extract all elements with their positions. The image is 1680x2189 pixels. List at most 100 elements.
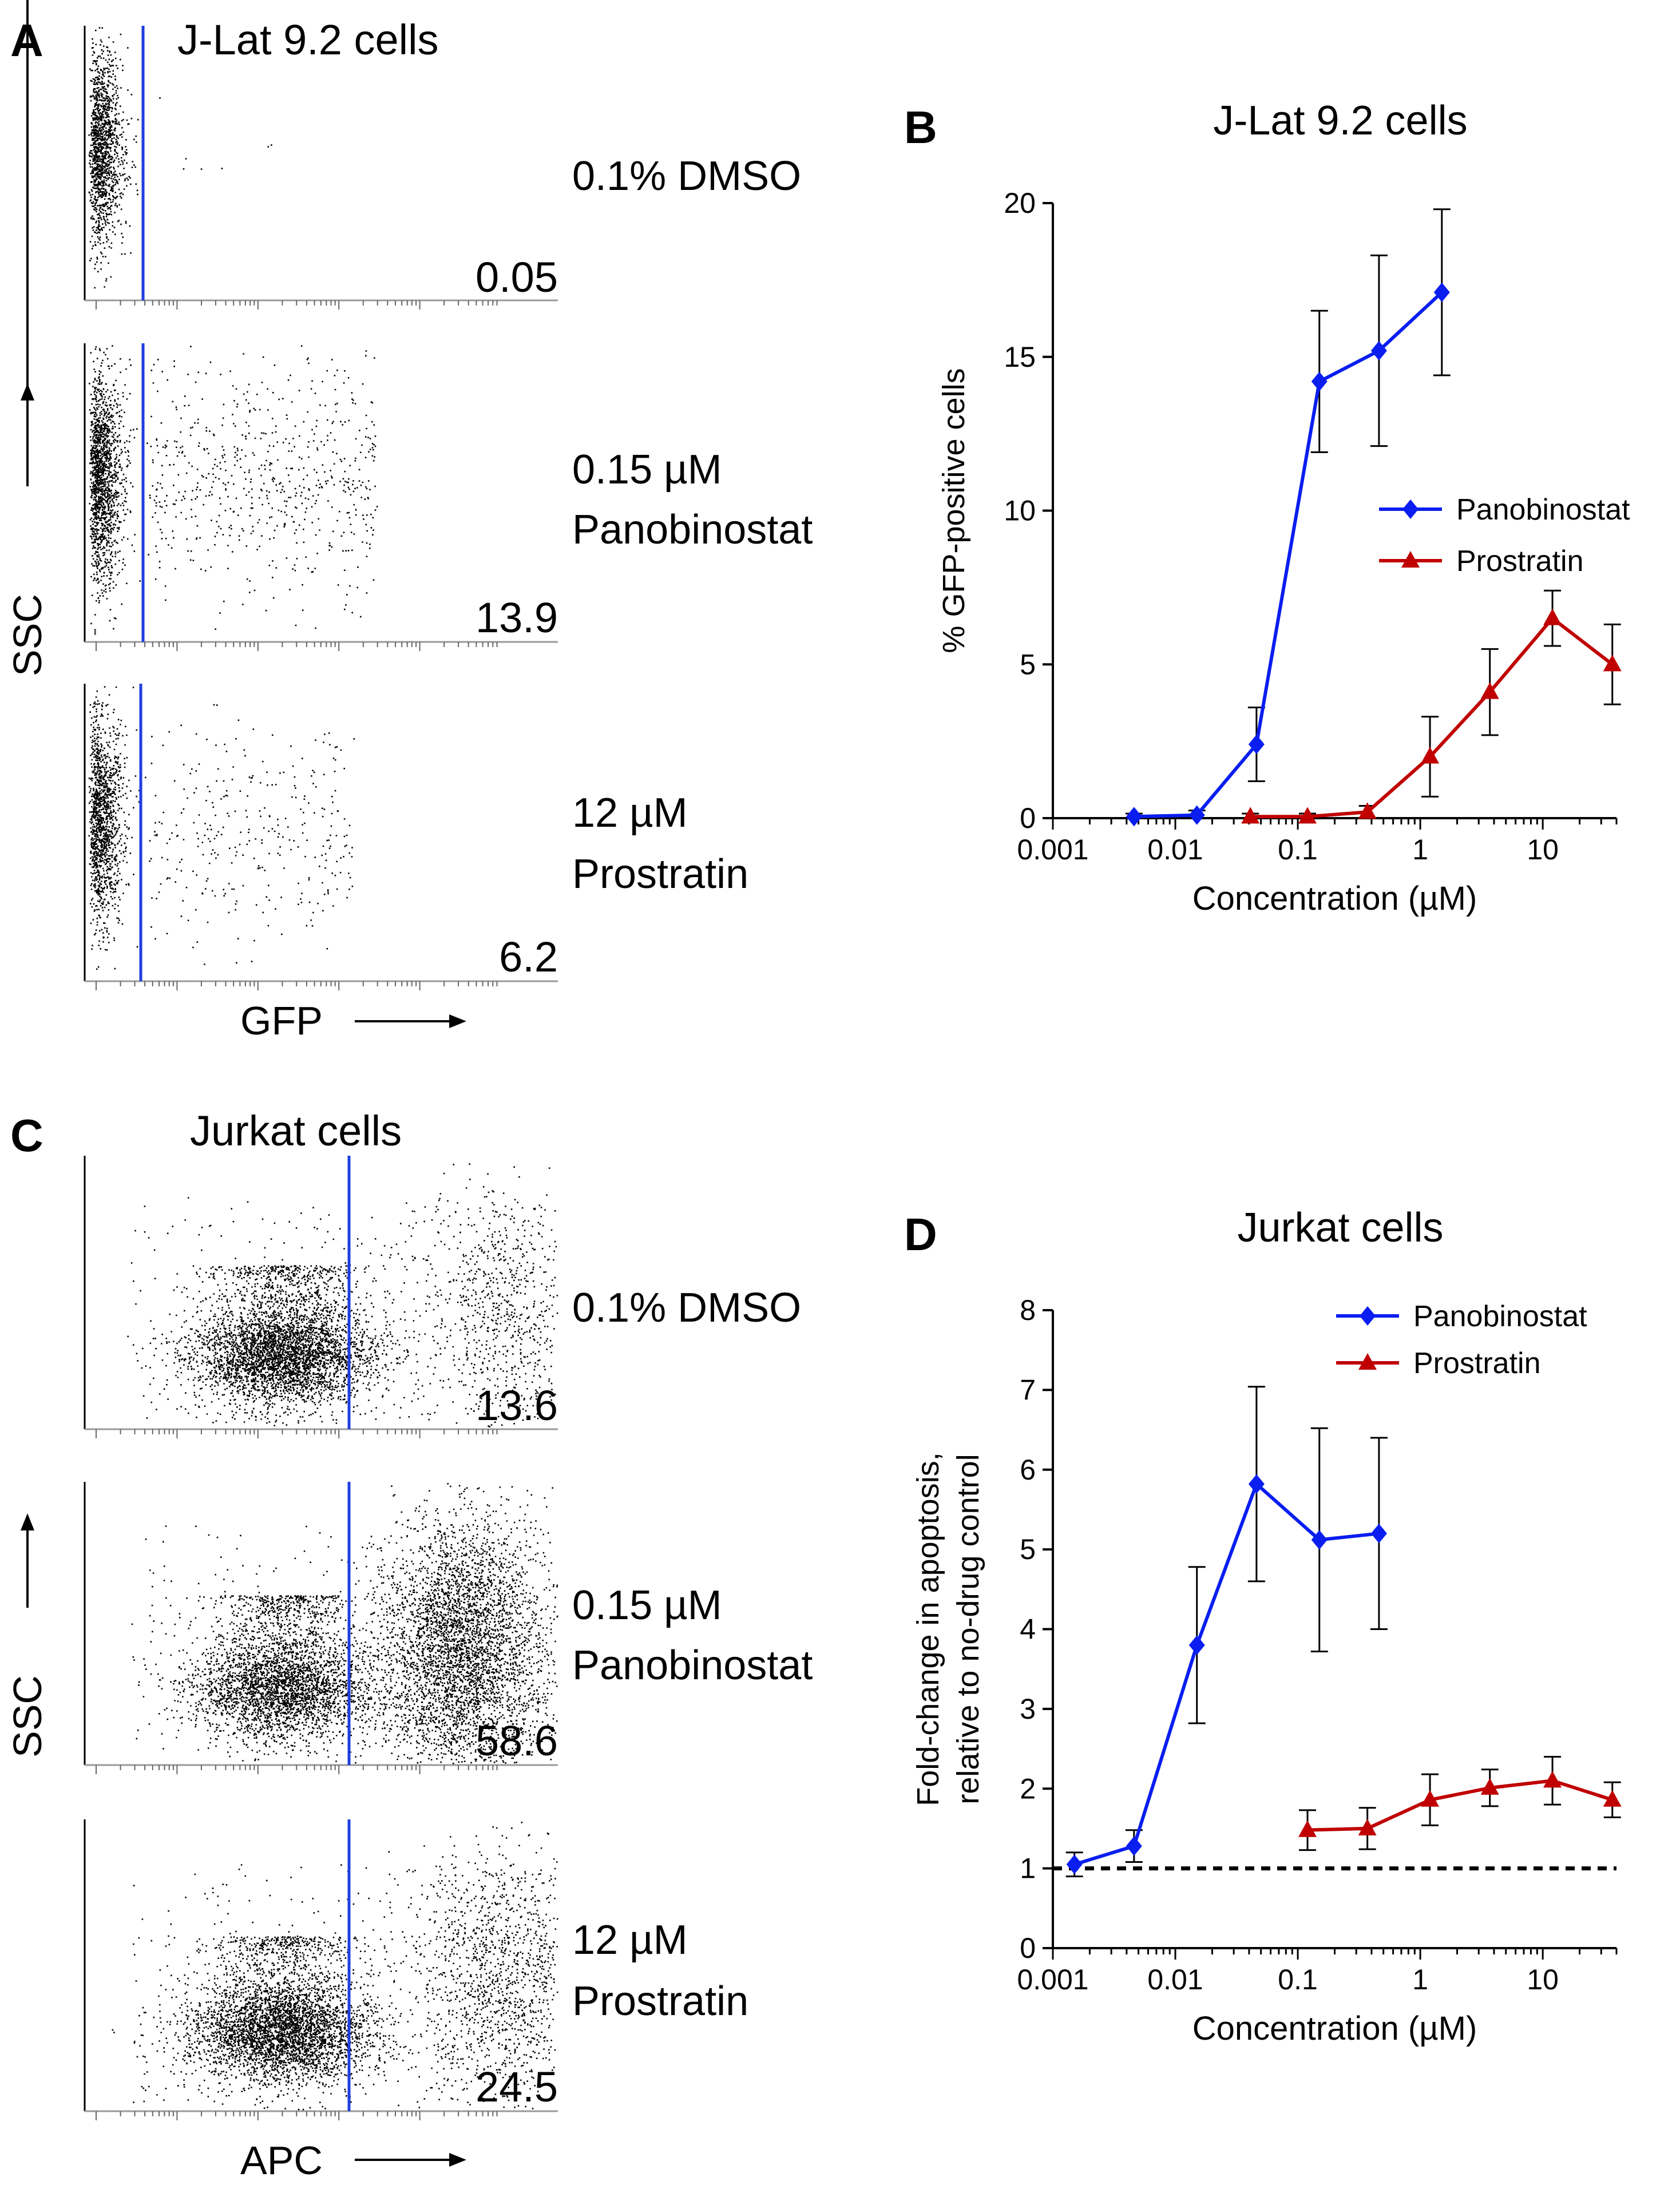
y-tick-label: 1 <box>1020 1853 1036 1885</box>
y-axis-label-a: SSC <box>5 0 50 676</box>
ssc-label-a: SSC <box>5 594 50 676</box>
apc-percent-c1: 13.6 <box>476 1382 558 1429</box>
legend-label: Prostratin <box>1456 545 1584 578</box>
apc-percent-c3: 24.5 <box>476 2063 558 2111</box>
legend-label: Prostratin <box>1413 1347 1541 1380</box>
y-axis-title-line1: Fold-change in apoptosis, <box>911 1452 945 1806</box>
data-point <box>1311 371 1328 391</box>
data-point <box>1298 807 1317 824</box>
y-tick-label: 8 <box>1020 1294 1036 1326</box>
panel-letter: B <box>904 102 937 153</box>
x-tick-label: 0.1 <box>1278 834 1318 866</box>
chart-title: Jurkat cells <box>1237 1205 1443 1251</box>
dot-plot-a2: 13.9 <box>84 343 558 651</box>
y-tick-label: 5 <box>1020 648 1036 680</box>
data-point <box>1066 1854 1083 1874</box>
y-tick-label: 10 <box>1004 495 1036 527</box>
y-tick-label: 0 <box>1020 1932 1036 1964</box>
panel-c-title: Jurkat cells <box>190 1107 402 1155</box>
series-line <box>1307 1779 1613 1832</box>
gfp-arrowhead <box>449 1014 466 1028</box>
series-prostratin <box>1298 1756 1622 1851</box>
data-point <box>1311 1530 1328 1550</box>
minor-tick-marks <box>96 981 498 990</box>
x-tick-label: 0.001 <box>1017 1964 1088 1996</box>
dot-plot-a1-events <box>88 27 272 289</box>
x-ticks-c2 <box>96 1765 498 1774</box>
data-point <box>1543 1771 1562 1788</box>
x-ticks-a2 <box>96 642 498 651</box>
condition-a1-line1: 0.1% DMSO <box>572 153 801 199</box>
x-tick-label: 10 <box>1527 1964 1559 1996</box>
x-axis-label-a: GFP <box>240 998 466 1043</box>
apc-axis-label: APC <box>240 2138 323 2183</box>
legend-label: Panobinostat <box>1413 1300 1587 1333</box>
y-tick-label: 7 <box>1020 1374 1036 1406</box>
y-tick-label: 6 <box>1020 1454 1036 1486</box>
data-point <box>1480 1778 1499 1795</box>
legend-item-panobinostat: Panobinostat <box>1379 493 1630 526</box>
panel-a-title: J-Lat 9.2 cells <box>177 16 439 64</box>
panel-letter: D <box>904 1209 937 1260</box>
data-point <box>1603 655 1622 672</box>
condition-c2-line2: Panobinostat <box>572 1643 813 1688</box>
data-point <box>1543 608 1562 625</box>
y-tick-label: 4 <box>1020 1613 1036 1645</box>
legend-item-prostratin: Prostratin <box>1379 545 1584 578</box>
minor-tick-marks <box>96 642 498 651</box>
y-tick-label: 5 <box>1020 1533 1036 1565</box>
x-ticks-c3 <box>96 2111 498 2120</box>
event-dots <box>88 686 355 970</box>
x-tick-label: 10 <box>1527 834 1559 866</box>
ssc-label-c: SSC <box>5 1675 50 1758</box>
condition-a2-line1: 0.15 µM <box>572 447 722 493</box>
data-point <box>1358 1818 1377 1835</box>
condition-c1-line1: 0.1% DMSO <box>572 1285 801 1331</box>
dot-plot-c2: 58.6 <box>84 1482 558 1774</box>
ssc-arrowhead-a <box>21 383 34 400</box>
x-tick-label: 1 <box>1412 1964 1428 1996</box>
x-tick-label: 0.001 <box>1017 834 1088 866</box>
apc-percent-c2: 58.6 <box>476 1717 558 1764</box>
y-tick-label: 3 <box>1020 1693 1036 1725</box>
condition-c3-line1: 12 µM <box>572 1917 688 1963</box>
minor-tick-marks <box>96 1765 498 1774</box>
data-point <box>1241 807 1260 824</box>
data-point <box>1248 1474 1265 1494</box>
dot-plot-c3: 24.5 <box>84 1819 558 2120</box>
x-tick-label: 0.01 <box>1147 1964 1203 1996</box>
legend-item-panobinostat: Panobinostat <box>1336 1300 1587 1333</box>
condition-a3-line2: Prostratin <box>572 851 748 897</box>
y-tick-label: 20 <box>1004 187 1036 219</box>
y-axis-title: % GFP-positive cells <box>937 368 971 653</box>
legend-marker <box>1401 551 1420 568</box>
data-point <box>1433 282 1450 302</box>
legend-marker <box>1360 1306 1376 1326</box>
x-ticks-a3 <box>96 981 498 990</box>
x-tick-label: 0.01 <box>1147 834 1203 866</box>
data-point <box>1358 802 1377 819</box>
dot-plot-c1-events <box>127 1163 558 1427</box>
minor-tick-marks <box>96 2111 498 2120</box>
gfp-percent-a2: 13.9 <box>476 594 558 641</box>
legend-label: Panobinostat <box>1456 493 1630 526</box>
y-tick-label: 0 <box>1020 802 1036 834</box>
panel-c-letter: C <box>10 1110 43 1161</box>
dot-plot-a2-events <box>89 345 378 635</box>
legend-marker <box>1402 499 1419 519</box>
data-point <box>1188 805 1205 825</box>
dot-plot-c2-events <box>131 1483 558 1764</box>
y-axis-title-line2: relative to no-drug control <box>951 1454 985 1804</box>
event-dots <box>88 27 272 289</box>
y-tick-label: 2 <box>1020 1772 1036 1805</box>
dot-plot-a3: 6.2 <box>84 684 558 990</box>
series-prostratin <box>1241 589 1622 824</box>
minor-tick-marks <box>96 1429 498 1438</box>
condition-c3-line2: Prostratin <box>572 1978 748 2024</box>
dot-plot-a3-events <box>88 686 355 970</box>
condition-a3-line1: 12 µM <box>572 790 688 836</box>
series-panobinostat <box>1065 1386 1388 1878</box>
gfp-percent-a1: 0.05 <box>476 253 558 301</box>
minor-tick-marks <box>96 300 498 310</box>
